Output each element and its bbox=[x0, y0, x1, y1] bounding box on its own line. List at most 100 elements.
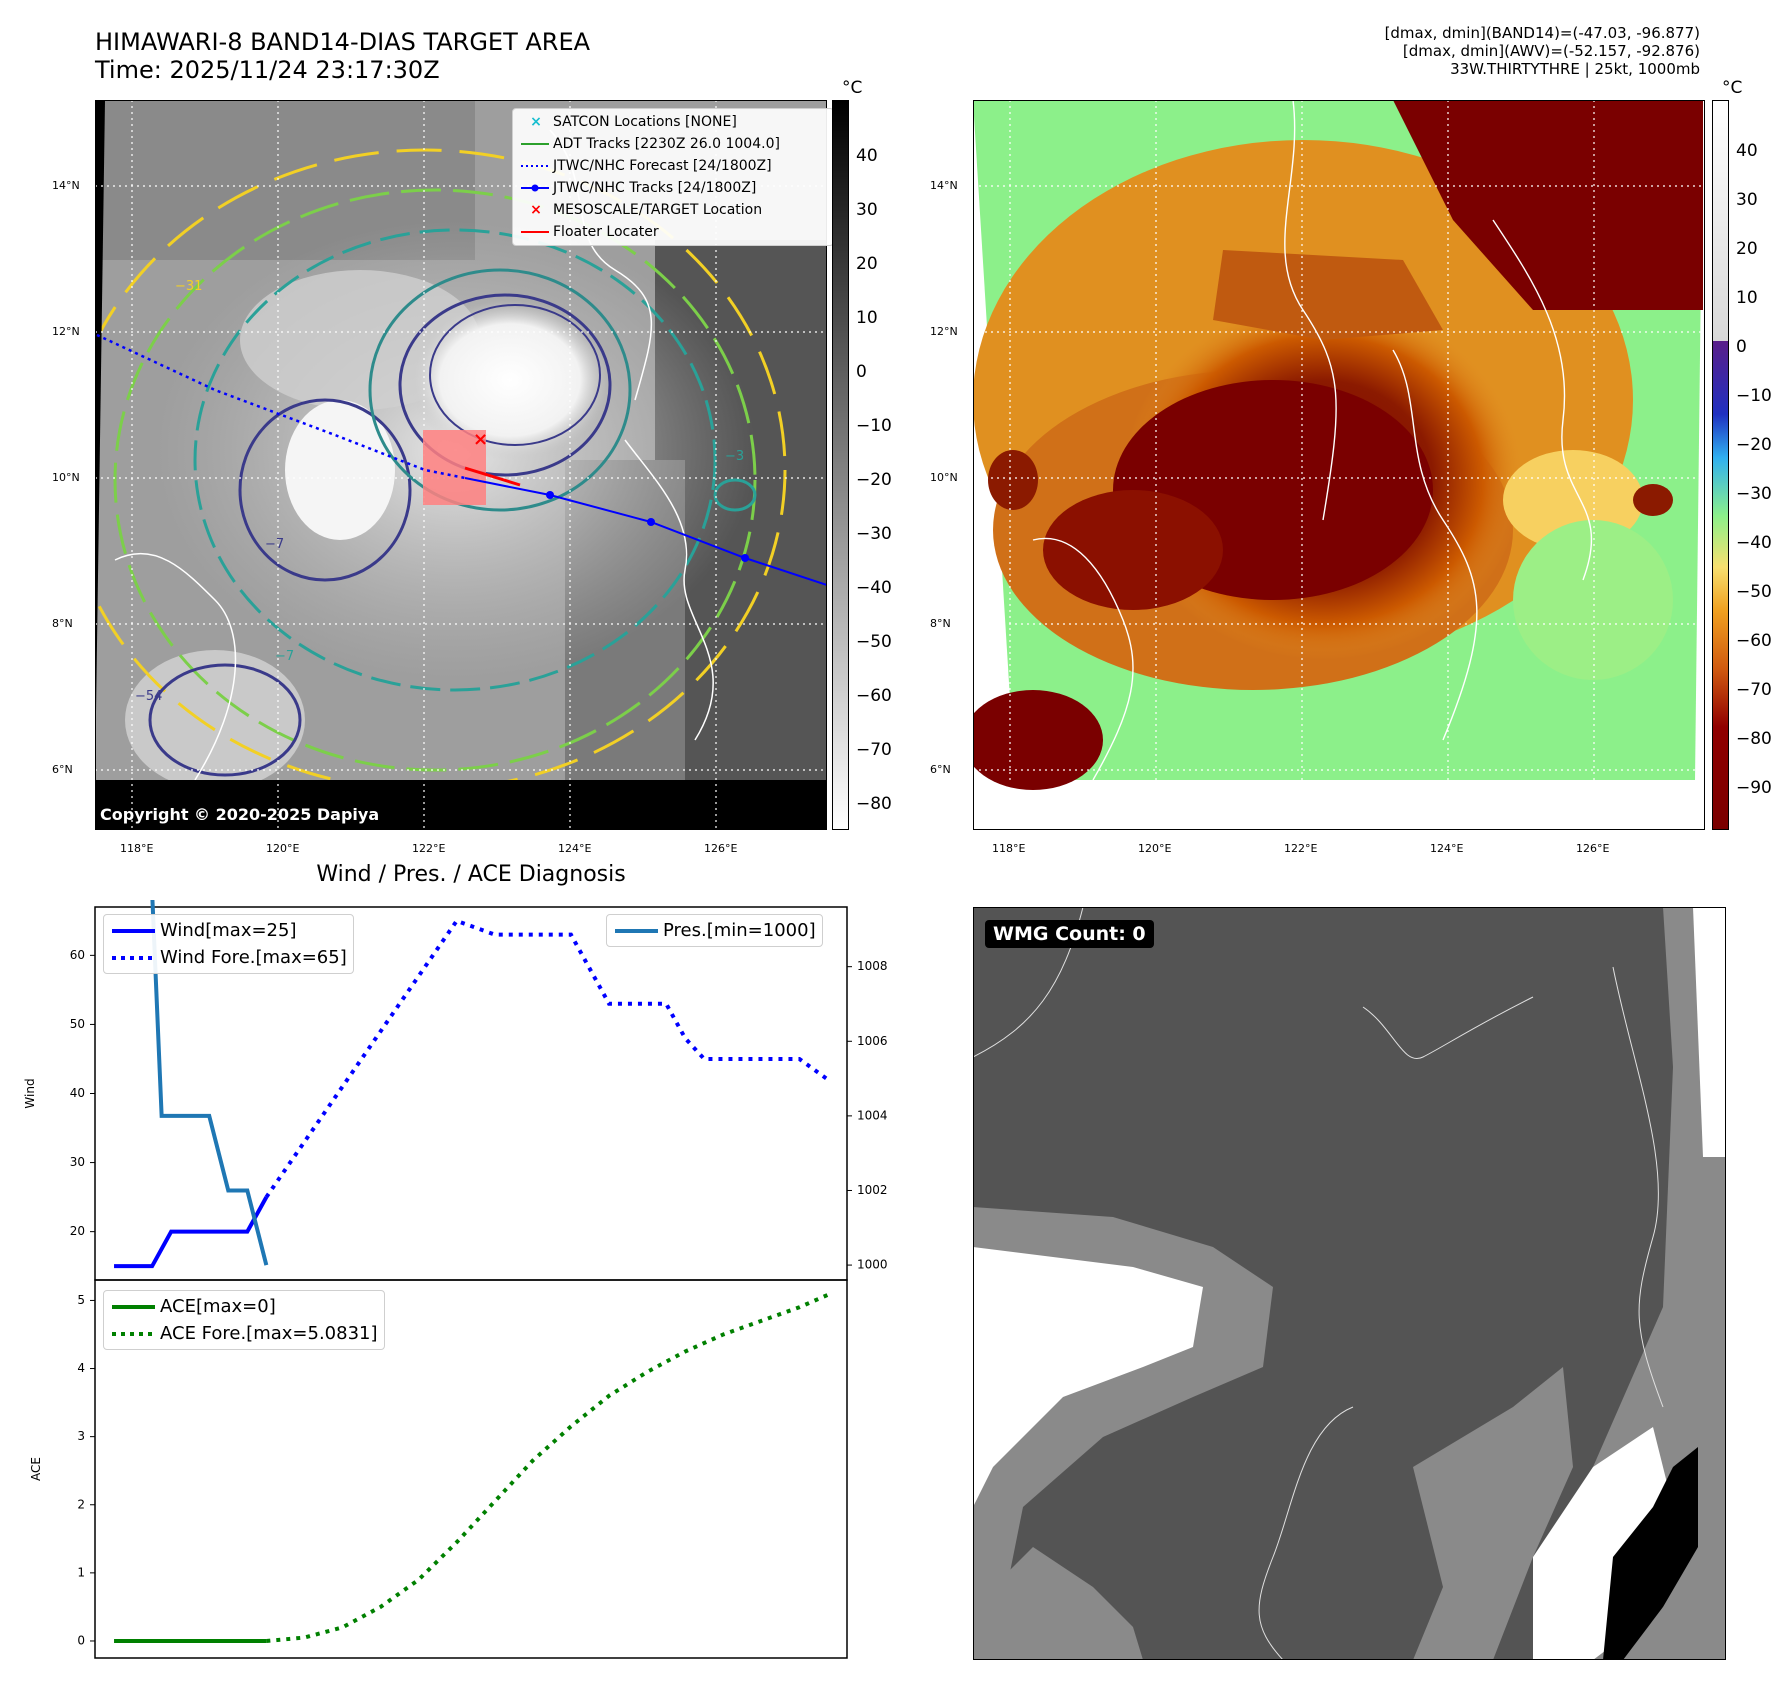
target-location-marker: × bbox=[473, 429, 488, 450]
wmg-count-badge: WMG Count: 0 bbox=[985, 920, 1154, 948]
ir-map-legend: × SATCON Locations [NONE] ADT Tracks [22… bbox=[512, 108, 834, 246]
lat-label: 8°N bbox=[52, 617, 73, 630]
cb2-tick: −90 bbox=[1736, 778, 1772, 798]
lon-label: 126°E bbox=[704, 842, 738, 855]
diagnosis-title: Wind / Pres. / ACE Diagnosis bbox=[316, 862, 626, 887]
ace-ytick-label: 4 bbox=[77, 1361, 85, 1375]
track-point bbox=[741, 554, 749, 562]
cb2-tick: 20 bbox=[1736, 239, 1758, 259]
figure-title: HIMAWARI-8 BAND14-DIAS TARGET AREA Time:… bbox=[95, 28, 590, 84]
cb1-tick: 30 bbox=[856, 200, 878, 220]
lat-label: 10°N bbox=[52, 471, 80, 484]
contour-label: −3 bbox=[725, 449, 744, 464]
legend-line-icon bbox=[615, 928, 658, 933]
awv-map-image bbox=[973, 100, 1705, 790]
pressure-ytick-label: 1000 bbox=[857, 1258, 888, 1272]
awv-map-panel bbox=[973, 100, 1705, 830]
track-point bbox=[647, 518, 655, 526]
legend-x-icon: × bbox=[530, 114, 542, 130]
ace-ytick-label: 0 bbox=[77, 1633, 85, 1647]
cb1-tick: −80 bbox=[856, 794, 892, 814]
cb2-tick: −50 bbox=[1736, 582, 1772, 602]
lon-label: 120°E bbox=[1138, 842, 1172, 855]
colorbar1-unit: °C bbox=[842, 78, 863, 98]
wind-ytick-label: 20 bbox=[70, 1224, 85, 1238]
info-line-1: [dmax, dmin](BAND14)=(-47.03, -96.877) bbox=[1384, 24, 1700, 42]
legend-adt: ADT Tracks [2230Z 26.0 1004.0] bbox=[519, 133, 827, 155]
pressure-ytick-label: 1004 bbox=[857, 1108, 888, 1122]
lon-label: 118°E bbox=[120, 842, 154, 855]
pressure-ytick-label: 1002 bbox=[857, 1183, 888, 1197]
forecast-track-line bbox=[96, 333, 466, 480]
colorbar2-ticks: 40 30 20 10 0 −10 −20 −30 −40 −50 −60 −7… bbox=[1736, 100, 1788, 830]
info-line-3: 33W.THIRTYTHRE | 25kt, 1000mb bbox=[1450, 60, 1700, 78]
ace-axes-frame bbox=[94, 1279, 848, 1659]
contour-label: −7 bbox=[275, 649, 294, 664]
lat-label: 14°N bbox=[52, 179, 80, 192]
lat-label: 12°N bbox=[52, 325, 80, 338]
lon-label: 124°E bbox=[1430, 842, 1464, 855]
cb1-tick: −70 bbox=[856, 740, 892, 760]
cb1-tick: −20 bbox=[856, 470, 892, 490]
contour-label: −7 bbox=[265, 537, 284, 552]
cb1-tick: −10 bbox=[856, 416, 892, 436]
legend-x-icon: × bbox=[530, 202, 542, 218]
wind-forecast-line bbox=[264, 918, 830, 1199]
lat-label: 6°N bbox=[930, 763, 951, 776]
ace-legend: ACE[max=0] ACE Fore.[max=5.0831] bbox=[103, 1290, 385, 1350]
legend-dotted-line-icon bbox=[521, 165, 549, 167]
lon-label: 126°E bbox=[1576, 842, 1610, 855]
cb2-tick: 40 bbox=[1736, 141, 1758, 161]
storm-info: [dmax, dmin](BAND14)=(-47.03, -96.877) [… bbox=[1385, 24, 1700, 78]
ace-ytick-label: 5 bbox=[77, 1293, 85, 1307]
colorbar1 bbox=[832, 100, 849, 830]
pressure-ytick-label: 1008 bbox=[857, 959, 888, 973]
legend-dotted-line-icon bbox=[112, 1331, 155, 1336]
ace-ytick-label: 3 bbox=[77, 1429, 85, 1443]
wind-legend: Wind[max=25] Wind Fore.[max=65] bbox=[103, 914, 354, 974]
cb1-tick: −30 bbox=[856, 524, 892, 544]
pressure-legend: Pres.[min=1000] bbox=[606, 914, 823, 947]
legend-satcon: × SATCON Locations [NONE] bbox=[519, 111, 827, 133]
floater-locater-line bbox=[464, 466, 521, 487]
legend-wind-forecast: Wind Fore.[max=65] bbox=[110, 944, 347, 971]
ace-axis-label: ACE bbox=[29, 1457, 43, 1481]
lat-label: 6°N bbox=[52, 763, 73, 776]
lat-label: 12°N bbox=[930, 325, 958, 338]
legend-forecast: JTWC/NHC Forecast [24/1800Z] bbox=[519, 155, 827, 177]
contour-label: −54 bbox=[135, 689, 162, 704]
cb2-tick: −70 bbox=[1736, 680, 1772, 700]
wind-axis-label: Wind bbox=[23, 1078, 37, 1108]
copyright-text: Copyright © 2020-2025 Dapiya bbox=[100, 805, 380, 824]
info-line-2: [dmax, dmin](AWV)=(-52.157, -92.876) bbox=[1402, 42, 1700, 60]
wmg-panel bbox=[973, 907, 1726, 1660]
legend-line-dot-icon bbox=[521, 184, 549, 192]
title-line-2: Time: 2025/11/24 23:17:30Z bbox=[95, 56, 440, 84]
lat-label: 10°N bbox=[930, 471, 958, 484]
legend-line-icon bbox=[112, 1304, 155, 1309]
cb2-tick: 30 bbox=[1736, 190, 1758, 210]
cb2-tick: −40 bbox=[1736, 533, 1772, 553]
cb2-tick: −80 bbox=[1736, 729, 1772, 749]
colorbar2-unit: °C bbox=[1722, 78, 1743, 98]
title-line-1: HIMAWARI-8 BAND14-DIAS TARGET AREA bbox=[95, 28, 591, 56]
cb2-tick: −60 bbox=[1736, 631, 1772, 651]
legend-tracks: JTWC/NHC Tracks [24/1800Z] bbox=[519, 177, 827, 199]
legend-target: × MESOSCALE/TARGET Location bbox=[519, 199, 827, 221]
cb1-tick: −60 bbox=[856, 686, 892, 706]
lon-label: 124°E bbox=[558, 842, 592, 855]
legend-pressure: Pres.[min=1000] bbox=[613, 917, 816, 944]
wind-ytick-label: 30 bbox=[70, 1155, 85, 1169]
colorbar2 bbox=[1712, 100, 1729, 830]
lat-label: 8°N bbox=[930, 617, 951, 630]
wmg-frame bbox=[973, 907, 1726, 1660]
lon-label: 118°E bbox=[992, 842, 1026, 855]
legend-dotted-line-icon bbox=[112, 955, 155, 960]
floater-box bbox=[423, 430, 486, 505]
lon-label: 122°E bbox=[412, 842, 446, 855]
legend-ace: ACE[max=0] bbox=[110, 1293, 378, 1320]
cb2-tick: −20 bbox=[1736, 435, 1772, 455]
cb2-tick: 0 bbox=[1736, 337, 1747, 357]
contour-label: −31 bbox=[175, 279, 202, 294]
lon-label: 120°E bbox=[266, 842, 300, 855]
